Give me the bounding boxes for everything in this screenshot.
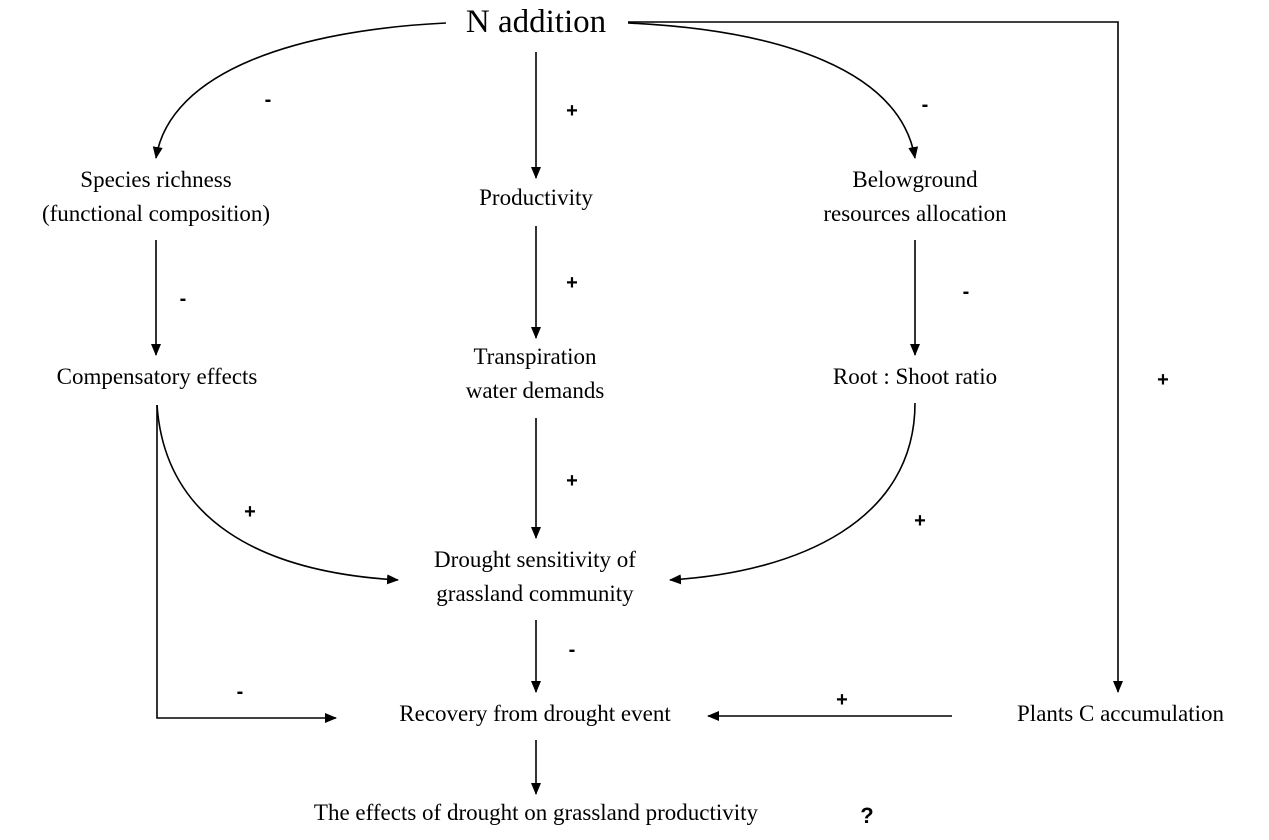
sign-root-shoot-to-drought: + [914, 510, 926, 532]
edge-root-shoot-to-drought [669, 402, 916, 585]
edge-n-to-species [152, 22, 447, 159]
node-root-shoot-ratio: Root : Shoot ratio [832, 364, 998, 389]
sign-n-to-plants-c: + [1157, 369, 1169, 391]
belowground-line-2: resources allocation [823, 201, 1007, 226]
node-drought-sensitivity: Drought sensitivity of grassland communi… [395, 543, 675, 611]
edge-n-to-belowground [627, 22, 919, 159]
node-belowground: Belowground resources allocation [775, 163, 1055, 231]
edge-compensatory-to-recovery [156, 405, 337, 723]
node-productivity: Productivity [479, 185, 593, 210]
node-transpiration: Transpiration water demands [405, 340, 665, 408]
species-richness-line-1: Species richness [80, 167, 232, 192]
transpiration-line-2: water demands [465, 378, 605, 403]
sign-n-to-belowground: - [921, 94, 929, 116]
sign-species-to-compensatory: - [179, 288, 187, 310]
node-species-richness: Species richness (functional composition… [6, 163, 306, 231]
node-recovery: Recovery from drought event [399, 701, 671, 726]
sign-belowground-to-root-shoot: - [962, 281, 970, 303]
question-mark: ? [860, 803, 874, 828]
sign-transpiration-to-drought: + [566, 470, 578, 492]
sign-compensatory-to-recovery: - [236, 681, 244, 703]
species-richness-line-2: (functional composition) [41, 201, 271, 226]
edge-n-to-plants-c [628, 21, 1123, 693]
sign-n-to-productivity: + [566, 100, 578, 122]
sign-plants-c-to-recovery: + [836, 689, 848, 711]
sign-compensatory-to-drought: + [244, 501, 256, 523]
transpiration-line-1: Transpiration [473, 344, 597, 369]
edge-compensatory-to-drought [156, 404, 399, 585]
drought-sensitivity-line-1: Drought sensitivity of [434, 547, 636, 572]
node-drought-effects: The effects of drought on grassland prod… [313, 800, 759, 825]
sign-productivity-to-transpiration: + [566, 272, 578, 294]
sign-n-to-species: - [264, 89, 272, 111]
belowground-line-1: Belowground [852, 167, 978, 192]
node-compensatory-effects: Compensatory effects [56, 364, 258, 389]
node-n-addition: N addition [465, 4, 607, 40]
node-plants-c-accumulation: Plants C accumulation [1017, 701, 1224, 726]
drought-sensitivity-line-2: grassland community [436, 581, 634, 606]
sign-drought-to-recovery: - [568, 639, 576, 661]
